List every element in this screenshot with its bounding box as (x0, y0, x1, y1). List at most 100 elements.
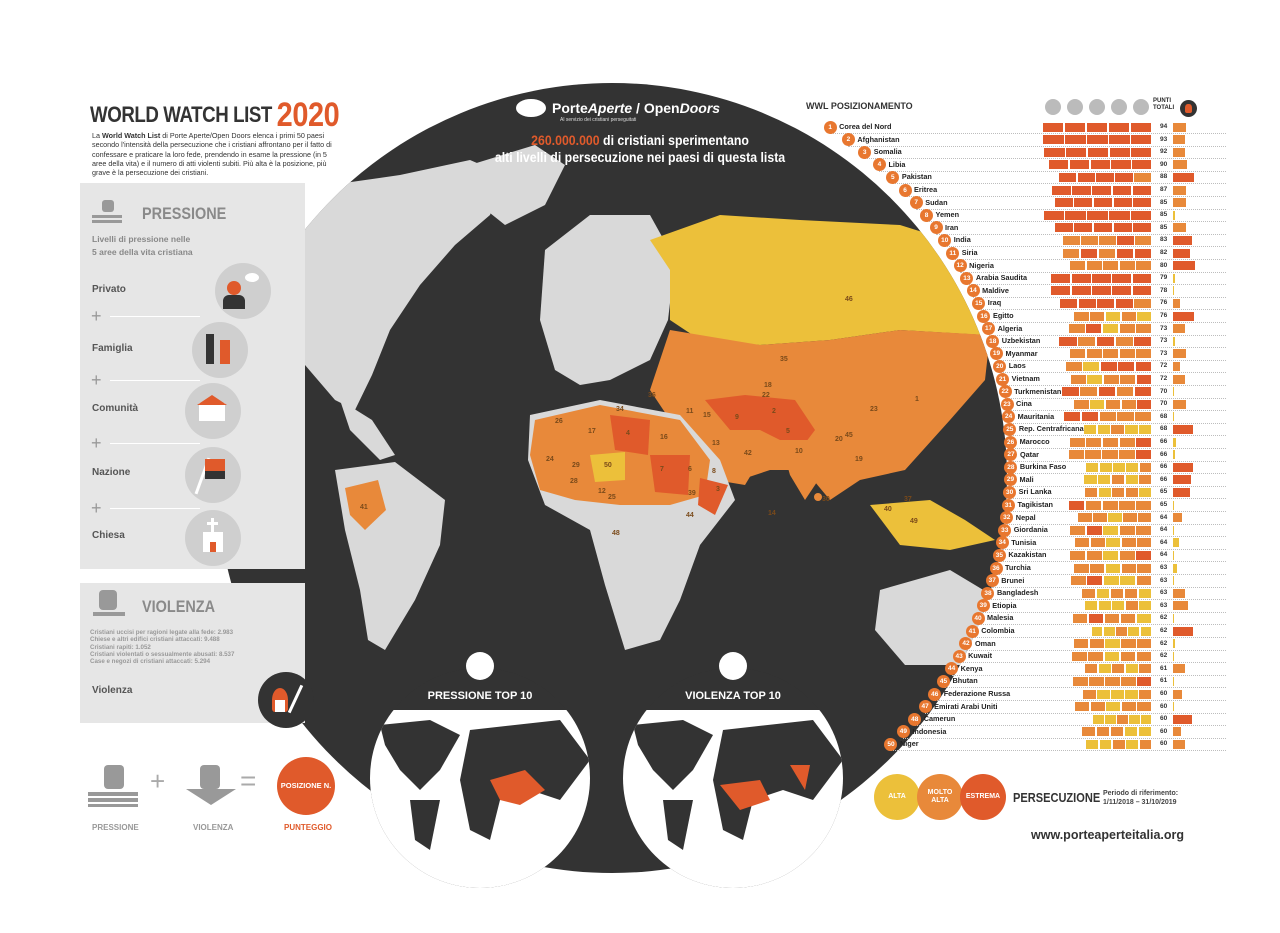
row-divider (999, 561, 1226, 563)
pressure-bar-segment (1113, 223, 1132, 233)
pressure-bar-segment (1062, 248, 1080, 258)
pressure-bar-segment (1070, 261, 1086, 271)
map-rank-label: 45 (845, 432, 853, 439)
pressure-bar-segment (1112, 487, 1125, 497)
pressure-bar-segment (1098, 487, 1111, 497)
pressure-bar-segment (1125, 487, 1138, 497)
pressure-bar-segment (1098, 387, 1116, 397)
pressure-bar-segment (1075, 538, 1090, 548)
row-divider (848, 145, 1226, 147)
pressure-bar-segment (1117, 412, 1134, 422)
pressure-bar-segment (1139, 601, 1152, 611)
pressure-bar-segment (1099, 739, 1112, 749)
colombia (345, 480, 386, 530)
pressure-bar-segment (1091, 626, 1103, 636)
punti-totali-header: PUNTI TOTALI (1153, 98, 1175, 111)
total-score: 60 (1160, 715, 1168, 723)
rank-badge: 28 (1004, 460, 1018, 474)
total-score: 88 (1160, 173, 1168, 181)
total-score: 82 (1160, 249, 1168, 256)
pressure-bar-segment (1136, 613, 1152, 623)
total-score: 61 (1160, 664, 1168, 672)
pressure-bar-segment (1044, 147, 1065, 157)
total-score: 94 (1160, 123, 1168, 130)
violence-bar (1173, 261, 1195, 271)
rank-badge: 46 (928, 687, 942, 701)
pressure-bar-segment (1086, 324, 1102, 334)
rank-badge: 9 (929, 221, 943, 235)
pressure-bar-segment (1132, 273, 1152, 283)
country-name: Mali (1019, 474, 1034, 484)
pressure-bar-segment (1119, 261, 1135, 271)
reference-period: Periodo di riferimento: 1/11/2018 – 31/10… (1103, 789, 1178, 807)
country-name: Uzbekistan (1001, 336, 1041, 346)
pressure-bar-segment (1136, 261, 1152, 271)
pressure-bar-segment (1092, 185, 1112, 195)
website-link[interactable]: www.porteaperteitalia.org (1031, 828, 1185, 842)
pressure-bar-segment (1098, 601, 1111, 611)
country-name: India (953, 235, 971, 245)
country-name: Tagikistan (1017, 500, 1053, 509)
pressure-bar-segment (1125, 689, 1138, 699)
total-score: 63 (1160, 564, 1168, 571)
rank-badge: 50 (884, 737, 898, 751)
country-name: Mauritania (1017, 411, 1055, 421)
violenza-title: VIOLENZA (142, 597, 216, 616)
country-name: Egitto (992, 311, 1014, 320)
pressure-bar-segment (1090, 563, 1105, 573)
violence-bar (1173, 298, 1180, 308)
pressure-bar-segment (1086, 550, 1102, 560)
pressure-bar-segment (1081, 412, 1099, 422)
pressure-bar-segment (1136, 324, 1152, 334)
period-value: 1/11/2018 – 31/10/2019 (1103, 799, 1177, 806)
map-rank-label: 12 (598, 488, 606, 495)
pressure-bar-segment (1086, 525, 1102, 535)
pressure-bar-segment (1132, 160, 1152, 170)
rank-badge: 5 (886, 170, 900, 184)
pressure-bar-segment (1084, 475, 1097, 485)
pressure-bar-segment (1074, 198, 1093, 208)
country-name: Somalia (873, 147, 902, 157)
row-divider (890, 750, 1226, 752)
violence-bar (1173, 336, 1175, 346)
total-score: 72 (1160, 362, 1168, 370)
pressure-bar-segment (1070, 525, 1086, 535)
violence-bar (1173, 135, 1185, 145)
rank-badge: 21 (996, 372, 1010, 386)
fish-logo-icon (516, 99, 546, 117)
formula-violenza-label: VIOLENZA (193, 823, 234, 832)
row-divider (1008, 422, 1226, 424)
rank-badge: 6 (898, 183, 912, 197)
rank-badge: 19 (990, 347, 1004, 361)
pressure-bar-segment (1139, 664, 1152, 674)
rank-badge: 33 (998, 523, 1012, 537)
pressure-bar-segment (1112, 185, 1132, 195)
pressure-bar-segment (1117, 714, 1128, 724)
pressure-bar-segment (1059, 336, 1077, 346)
pressure-bar-segment (1104, 613, 1120, 623)
title-year: 2020 (276, 96, 340, 134)
row-divider (830, 133, 1226, 134)
map-rank-label: 30 (822, 496, 830, 503)
row-divider (1010, 485, 1226, 487)
pressure-bar-segment (1109, 135, 1130, 145)
pressure-bar-segment (1090, 311, 1105, 321)
country-name: Brunei (1001, 575, 1025, 585)
pressure-bar-segment (1108, 513, 1122, 523)
row-divider (992, 586, 1226, 588)
violence-bar (1173, 349, 1187, 359)
pressure-bar-segment (1136, 550, 1152, 560)
map-rank-label: 4 (626, 430, 630, 437)
map-rank-label: 5 (786, 428, 790, 435)
violence-bar (1173, 172, 1195, 182)
pressure-bar-segment (1141, 714, 1152, 724)
row-divider (951, 674, 1226, 676)
map-rank-label: 37 (904, 496, 912, 503)
map-rank-label: 10 (795, 448, 803, 455)
country-name: Libia (888, 159, 906, 169)
pressure-bar-segment (1051, 273, 1071, 283)
row-divider (983, 611, 1226, 613)
row-divider (1009, 435, 1226, 437)
pressure-bar-segment (1136, 437, 1152, 447)
